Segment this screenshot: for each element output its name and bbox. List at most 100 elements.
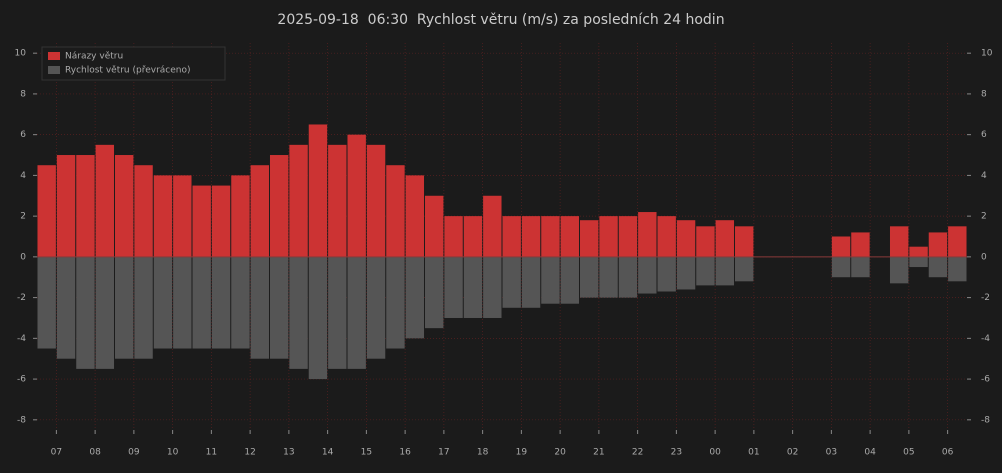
x-tick-label: 00 (709, 448, 721, 458)
x-tick-label: 16 (399, 448, 411, 458)
legend-box (41, 46, 226, 81)
bar (638, 256, 657, 294)
bar (696, 226, 715, 257)
x-tick-label: 19 (516, 448, 528, 458)
bar (289, 144, 308, 257)
y-tick-label: 2 (20, 212, 26, 222)
bar (618, 256, 638, 298)
bar (715, 256, 735, 286)
bar (560, 216, 580, 257)
bar (463, 216, 483, 257)
y-tick-label: 6 (20, 130, 26, 140)
bar (328, 256, 347, 369)
bar (134, 256, 153, 359)
bar (618, 216, 638, 257)
bar (386, 256, 405, 349)
bar (444, 216, 463, 257)
y-tick-label-right: -4 (981, 334, 990, 344)
bar (192, 256, 211, 349)
bar (405, 256, 425, 339)
legend-swatch (48, 66, 60, 74)
y-tick-label: 0 (20, 252, 26, 262)
bar (405, 175, 425, 257)
y-tick-label: -6 (17, 375, 26, 385)
bar (95, 256, 115, 369)
y-tick-label-right: -2 (981, 293, 990, 303)
chart-title: 2025-09-18 06:30 Rychlost větru (m/s) za… (277, 12, 724, 28)
bar (424, 256, 444, 329)
bar (114, 256, 134, 359)
x-tick-label: 14 (322, 448, 334, 458)
bar (269, 256, 289, 359)
bar (638, 212, 657, 257)
bar (463, 256, 483, 318)
bar (483, 195, 502, 257)
bar (734, 256, 754, 282)
bar (541, 256, 560, 304)
bar (909, 256, 928, 268)
bar (444, 256, 463, 318)
x-tick-label: 09 (128, 448, 140, 458)
x-tick-label: 03 (826, 448, 837, 458)
bar (153, 256, 173, 349)
bar (696, 256, 715, 286)
bar (250, 165, 270, 257)
bar (76, 256, 95, 369)
legend-swatch (48, 52, 60, 60)
bar (231, 256, 250, 349)
x-tick-label: 10 (167, 448, 179, 458)
bar (483, 256, 502, 318)
x-tick-label: 20 (554, 448, 566, 458)
y-tick-label-right: 8 (981, 89, 987, 99)
y-tick-label-right: -8 (981, 415, 990, 425)
x-tick-label: 07 (51, 448, 62, 458)
bar (192, 185, 211, 257)
bar (134, 165, 153, 257)
x-tick-label: 04 (864, 448, 876, 458)
x-tick-label: 11 (206, 448, 217, 458)
bar (56, 155, 76, 257)
bar (424, 195, 444, 257)
bar (715, 220, 735, 257)
y-tick-label: -2 (17, 293, 26, 303)
bar (560, 256, 580, 304)
x-tick-label: 01 (748, 448, 759, 458)
bar (37, 165, 56, 257)
y-tick-label-right: 6 (981, 130, 987, 140)
bar (889, 226, 909, 257)
bar (231, 175, 250, 257)
y-tick-label: 10 (15, 49, 27, 59)
bar (889, 256, 909, 284)
x-tick-label: 13 (283, 448, 294, 458)
bar (521, 216, 541, 257)
bar (366, 256, 386, 359)
bar (328, 144, 347, 257)
bar (211, 185, 231, 257)
y-tick-label-right: 2 (981, 212, 987, 222)
y-tick-label: 8 (20, 89, 26, 99)
bar (76, 155, 95, 257)
y-tick-label: 4 (20, 171, 26, 181)
bar (308, 256, 328, 380)
legend-label: Nárazy větru (65, 52, 123, 62)
bar (657, 256, 676, 292)
y-tick-label-right: 0 (981, 252, 987, 262)
bar (521, 256, 541, 308)
y-tick-label: -8 (17, 415, 26, 425)
bar (928, 256, 948, 278)
bar (289, 256, 308, 369)
bar (851, 256, 870, 278)
x-tick-label: 06 (942, 448, 954, 458)
bar (579, 220, 599, 257)
x-tick-label: 15 (361, 448, 372, 458)
bar (676, 256, 696, 290)
x-tick-label: 18 (477, 448, 489, 458)
x-tick-label: 23 (671, 448, 682, 458)
bar (579, 256, 599, 298)
y-tick-label: -4 (17, 334, 26, 344)
x-tick-label: 05 (903, 448, 914, 458)
bar (948, 226, 967, 257)
bar (734, 226, 754, 257)
bar (347, 256, 366, 369)
